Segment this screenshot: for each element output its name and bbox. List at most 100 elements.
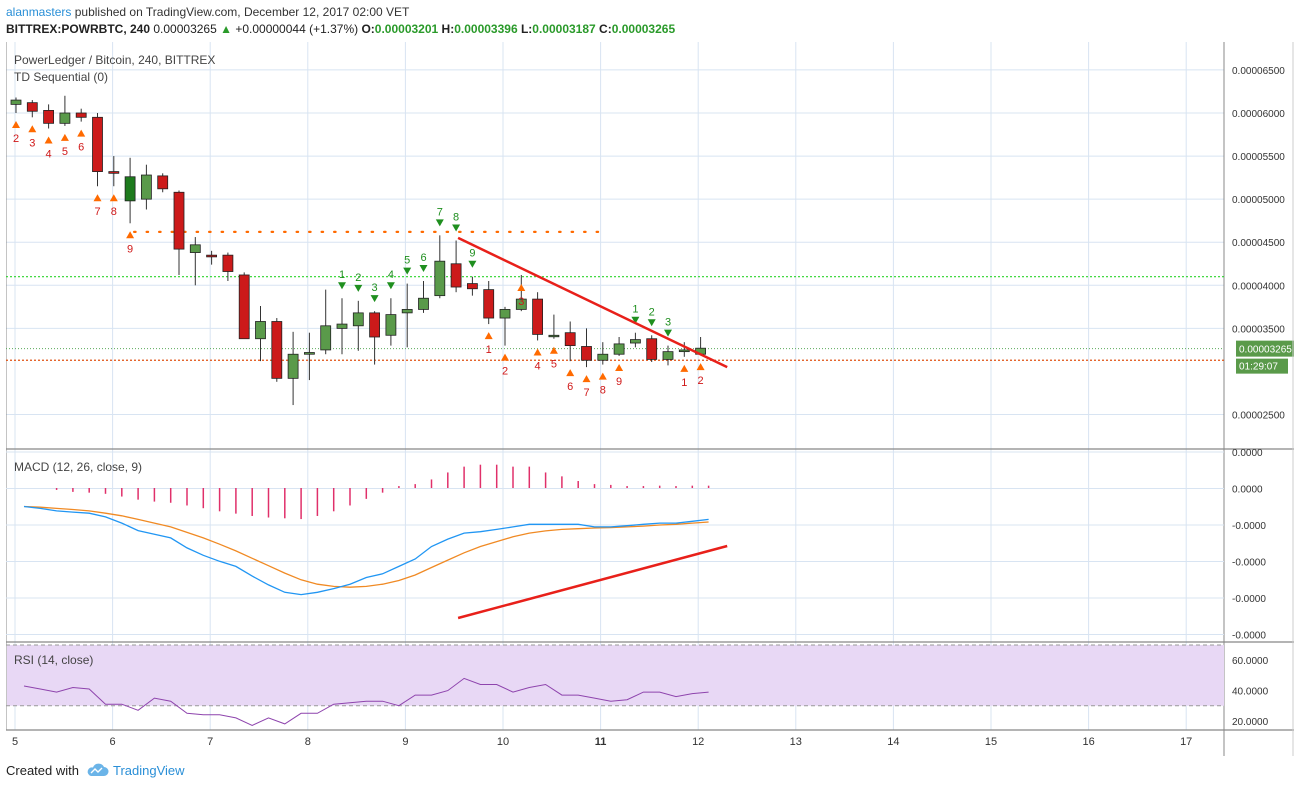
rsi-tick-label: 40.0000 [1232, 687, 1269, 698]
candle-body [564, 332, 576, 347]
candle-body [75, 112, 87, 118]
candle [581, 328, 592, 368]
tradingview-brand[interactable]: TradingView [112, 762, 185, 778]
candle-body [189, 244, 201, 253]
candle-body [581, 346, 592, 361]
price-change: +0.00000044 (+1.37%) [235, 22, 359, 36]
candle [303, 332, 315, 381]
td-buy-arrow [28, 125, 37, 133]
macd-pane[interactable]: 0.0000 0.0000 -0.0000 -0.0000 -0.0000 -0.0000… [6, 448, 1266, 642]
candle [483, 281, 495, 325]
td-buy-count: 3 [518, 296, 524, 308]
price-pane[interactable]: 0.00006500 0.00006000 0.00005500 0.00005000… [5, 42, 1294, 756]
candle-body [466, 283, 478, 290]
candle-body [238, 274, 250, 340]
candle [630, 332, 641, 348]
time-axis[interactable]: 5 6 7 8 9 10 11 12 13 14 15 16 17 [12, 736, 1192, 748]
td-sell-count: 4 [388, 269, 394, 281]
candle-body [630, 339, 641, 344]
candle [385, 298, 397, 346]
rsi-pane[interactable]: 60.0000 40.0000 20.0000 RSI (14, close) [6, 644, 1269, 728]
candle [646, 335, 658, 362]
candle [287, 331, 299, 406]
candle-body [140, 174, 152, 200]
td-buy-count: 1 [486, 344, 492, 356]
candle [26, 100, 38, 118]
td-sell-count: 1 [339, 269, 345, 281]
td-buy-arrow [680, 364, 689, 372]
td-buy-count: 2 [502, 366, 508, 378]
symbol-line: BITTREX:POWRBTC, 240 0.00003265 ▲ +0.000… [6, 22, 675, 37]
candle [352, 300, 364, 351]
candle-body [43, 110, 54, 124]
candle-body [662, 351, 674, 360]
candle-body [320, 325, 332, 351]
candle-body [287, 353, 299, 379]
candle [173, 190, 185, 275]
candle [597, 342, 609, 365]
candle-body [450, 263, 462, 288]
price-tick-label: 0.00006000 [1232, 109, 1285, 120]
candle [43, 104, 54, 129]
candle-body [499, 309, 511, 319]
td-buy-count: 7 [583, 387, 589, 399]
chart-svg[interactable]: 0.00006500 0.00006000 0.00005500 0.00005000… [5, 42, 1294, 756]
rsi-tick-label: 20.0000 [1232, 717, 1269, 728]
macd-tick-label: 0.0000 [1232, 485, 1263, 496]
td-buy-count: 4 [535, 360, 541, 372]
price-tick-label: 0.00006500 [1232, 66, 1285, 77]
symbol-label: BITTREX:POWRBTC, 240 [6, 22, 151, 36]
td-sell-count: 9 [469, 248, 475, 260]
td-buy-arrow [549, 346, 558, 354]
up-arrow-icon: ▲ [220, 22, 232, 36]
td-sell-arrow [419, 265, 428, 272]
td-sell-count: 6 [420, 252, 426, 264]
candle-body [26, 102, 38, 112]
td-buy-arrow [126, 231, 135, 239]
candle-body [515, 298, 527, 310]
candle-body [10, 99, 22, 105]
open-label: O: [361, 22, 375, 36]
candle-body [613, 343, 625, 355]
last-price-badge: 0.00003265 [1236, 340, 1294, 357]
candle-body [548, 334, 560, 338]
td-buy-count: 1 [681, 377, 687, 389]
td-buy-count: 3 [29, 137, 35, 149]
candle-body [369, 312, 381, 338]
last-price-text: 0.00003265 [1239, 345, 1292, 356]
td-sell-count: 7 [437, 206, 443, 218]
candle [206, 250, 218, 265]
candle [271, 318, 283, 382]
high-value: 0.00003396 [454, 22, 518, 36]
candle [515, 274, 527, 312]
candle-body [483, 289, 495, 319]
candle-body [271, 321, 283, 379]
candle-body [206, 254, 218, 258]
candle-body [597, 353, 609, 361]
rsi-line [23, 677, 709, 726]
indicator-title: TD Sequential (0) [14, 70, 108, 84]
candle [418, 281, 429, 313]
time-tick-label: 7 [207, 736, 213, 748]
candle-body [108, 171, 120, 174]
chart-area[interactable]: 0.00006500 0.00006000 0.00005500 0.00005000… [5, 42, 1294, 756]
candle [613, 337, 625, 356]
author-link[interactable]: alanmasters [6, 5, 72, 19]
macd-ascending-trendline [457, 544, 728, 620]
price-tick-label: 0.00004500 [1232, 238, 1285, 249]
td-sell-arrow [631, 316, 640, 324]
candle [369, 311, 381, 365]
descending-trendline [457, 236, 728, 369]
td-sell-count: 3 [372, 282, 378, 294]
td-buy-count: 2 [698, 375, 704, 387]
tradingview-logo[interactable]: TradingView [85, 763, 185, 778]
candle-body [157, 175, 169, 190]
macd-tick-label: -0.0000 [1232, 631, 1266, 642]
td-sell-arrow [647, 319, 656, 327]
td-sell-arrow [468, 260, 477, 268]
macd-tick-label: -0.0000 [1232, 521, 1266, 532]
candle-body [385, 314, 397, 336]
time-tick-label: 12 [692, 736, 704, 748]
candle-body [418, 297, 429, 310]
candle [108, 156, 120, 187]
